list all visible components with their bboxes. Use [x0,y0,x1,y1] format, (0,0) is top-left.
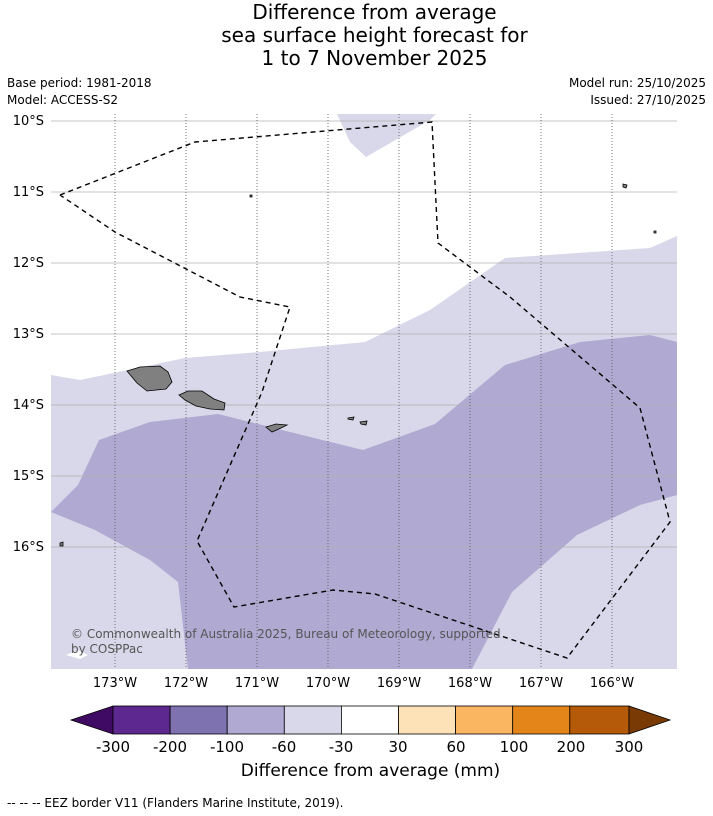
colorbar-segment [398,705,456,735]
lon-label: 171°W [235,676,279,691]
colorbar-segment [512,705,571,735]
colorbar-label: -100 [210,738,244,756]
longitude-labels: 173°W 172°W 171°W 170°W 169°W 168°W 167°… [93,676,634,691]
meta-left: Base period: 1981-2018 Model: ACCESS-S2 [7,75,152,109]
colorbar-extend-right [628,705,672,735]
map-title: Difference from average sea surface heig… [0,1,713,70]
island-small-ne-2 [653,230,657,234]
island-small-11s [249,194,253,198]
colorbar-segment [226,705,285,735]
land-masses [59,183,657,547]
colorbar-label: -30 [329,738,354,756]
colorbar-label: 200 [557,738,586,756]
base-period: Base period: 1981-2018 [7,76,152,90]
eez-border [59,121,671,659]
map-area: © Commonwealth of Australia 2025, Bureau… [51,114,677,669]
eez-footer-note: -- -- -- EEZ border V11 (Flanders Marine… [7,796,344,810]
lon-label: 172°W [164,676,208,691]
lat-label: 10°S [13,114,44,129]
island-manua-1 [347,416,355,421]
colorbar-extend-left [69,705,114,735]
latitude-labels: 10°S 11°S 12°S 13°S 14°S 15°S 16°S [13,114,44,555]
copyright-line-1: © Commonwealth of Australia 2025, Bureau… [71,627,501,641]
island-tutuila [265,423,289,433]
lat-label: 14°S [13,398,44,413]
colorbar-segment [569,705,630,735]
title-line-3: 1 to 7 November 2025 [261,46,488,70]
colorbar-segment [169,705,228,735]
meridian-lines [114,114,613,669]
white-patch [66,650,88,659]
island-small-ne [622,183,628,189]
model-name: Model: ACCESS-S2 [7,93,119,107]
lon-label: 173°W [93,676,137,691]
island-savaii [126,365,173,392]
lat-label: 16°S [13,540,44,555]
issued-date: Issued: 27/10/2025 [590,93,706,107]
colorbar-labels: -300 -200 -100 -60 -30 30 60 100 200 300 [96,738,643,756]
colorbar-label: 300 [615,738,644,756]
colorbar-label: -60 [272,738,297,756]
lon-label: 168°W [448,676,492,691]
anomaly-band-light-top [337,114,436,157]
grid-lines [51,120,677,548]
colorbar-label: 100 [500,738,529,756]
colorbar-label: 30 [388,738,407,756]
colorbar-segment [112,705,171,735]
colorbar-segment [340,705,399,735]
lat-label: 11°S [13,185,44,200]
lat-label: 12°S [13,256,44,271]
colorbar-segment [283,705,342,735]
anomaly-band-mid [51,335,677,669]
lat-label: 13°S [13,327,44,342]
island-upolu [178,390,226,411]
colorbar-title: Difference from average (mm) [240,761,501,781]
copyright-line-2: by COSPPac [71,642,143,656]
lon-label: 166°W [590,676,634,691]
lat-label: 15°S [13,469,44,484]
colorbar-label: -200 [153,738,187,756]
meta-right: Model run: 25/10/2025 Issued: 27/10/2025 [569,75,706,109]
lon-label: 170°W [306,676,350,691]
lon-label: 167°W [519,676,563,691]
island-small-sw [59,541,64,547]
colorbar-segment [455,705,514,735]
lon-label: 169°W [377,676,421,691]
island-manua-2 [359,420,368,426]
colorbar-label: 60 [446,738,465,756]
model-run: Model run: 25/10/2025 [568,76,706,90]
title-line-2: sea surface height forecast for [221,23,528,47]
title-line-1: Difference from average [252,0,497,24]
colorbar: -300 -200 -100 -60 -30 30 60 100 200 300 [69,705,672,756]
colorbar-label: -300 [96,738,130,756]
